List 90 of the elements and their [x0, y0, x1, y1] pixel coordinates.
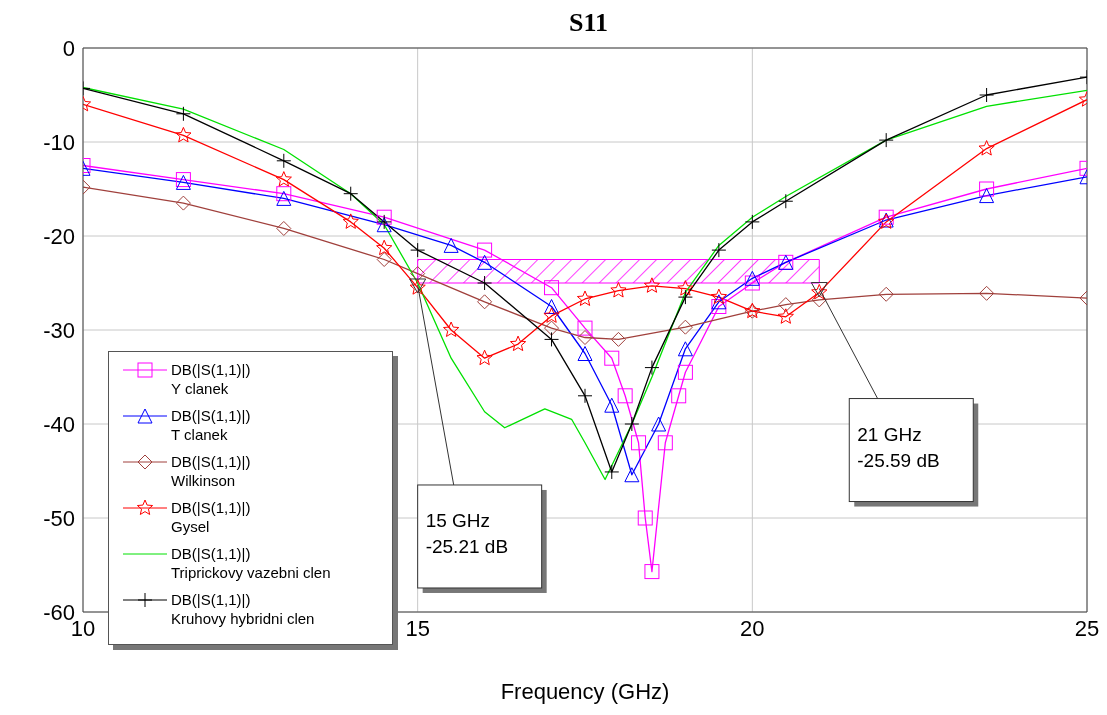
point	[276, 186, 292, 202]
point	[631, 435, 647, 451]
point	[677, 289, 693, 305]
point	[544, 299, 560, 314]
point	[410, 242, 426, 258]
point	[376, 239, 393, 256]
point	[604, 350, 620, 366]
legend-label: DB(|S(1,1)|) Triprickovy vazebni clen	[171, 544, 331, 582]
y-tick-label: -10	[43, 129, 75, 155]
point	[978, 140, 995, 156]
point	[342, 213, 359, 229]
point	[617, 388, 633, 404]
point	[979, 285, 995, 301]
point	[477, 242, 493, 258]
point	[677, 364, 693, 380]
point	[376, 209, 392, 225]
y-tick-label: 0	[62, 35, 75, 61]
point	[644, 564, 660, 580]
x-tick-label: 15	[405, 615, 430, 641]
point	[610, 282, 627, 298]
y-tick-label: -20	[43, 223, 75, 249]
point	[677, 341, 693, 357]
point	[777, 308, 794, 324]
x-axis-title: Frequency (GHz)	[500, 679, 670, 704]
point	[637, 510, 653, 526]
point	[624, 467, 640, 483]
point	[651, 416, 667, 432]
point	[577, 330, 593, 346]
point	[744, 275, 760, 291]
legend-label: DB(|S(1,1)|) Wilkinson	[171, 452, 251, 490]
point	[624, 416, 640, 432]
point	[744, 214, 760, 230]
point	[175, 195, 191, 211]
point	[744, 270, 760, 286]
point	[878, 132, 894, 148]
point	[778, 297, 794, 313]
point	[711, 294, 727, 310]
point	[711, 242, 727, 258]
chart-title: S11	[568, 8, 609, 37]
point	[610, 331, 626, 347]
point	[811, 292, 827, 308]
y-tick-label: -40	[43, 411, 75, 437]
point	[643, 277, 661, 293]
point	[376, 252, 392, 267]
point	[577, 320, 593, 336]
point	[544, 320, 560, 336]
point	[979, 181, 995, 197]
y-tick-label: -50	[43, 505, 75, 531]
point	[677, 319, 693, 335]
point	[710, 288, 727, 305]
point	[443, 237, 459, 253]
legend-label: DB(|S(1,1)|) Gysel	[171, 498, 251, 536]
point	[671, 388, 687, 404]
point	[175, 106, 191, 122]
x-tick-label: 25	[1074, 615, 1100, 641]
point	[677, 280, 694, 296]
point	[979, 188, 995, 204]
point	[276, 190, 292, 206]
point	[644, 360, 660, 376]
point	[175, 126, 192, 143]
point	[343, 186, 359, 202]
x-tick-label: 20	[740, 615, 765, 641]
point	[577, 346, 593, 361]
point	[604, 397, 620, 413]
point	[576, 290, 594, 306]
point	[276, 153, 292, 169]
point	[979, 87, 995, 103]
point	[778, 193, 794, 209]
point	[657, 435, 673, 451]
point	[878, 286, 894, 302]
point	[477, 254, 493, 270]
point	[476, 349, 493, 366]
point	[544, 331, 560, 347]
legend-label: DB(|S(1,1)|) Y clanek	[171, 360, 251, 398]
point	[543, 307, 560, 323]
y-tick-label: -30	[43, 317, 75, 343]
point	[443, 321, 460, 337]
point	[477, 275, 493, 291]
point	[711, 299, 727, 314]
point	[577, 388, 593, 404]
point	[275, 171, 292, 187]
annotation: 15 GHz -25.21 dB	[425, 509, 509, 557]
point	[509, 335, 527, 352]
legend-label: DB(|S(1,1)|) T clanek	[171, 406, 251, 444]
legend-label: DB(|S(1,1)|) Kruhovy hybridni clen	[171, 590, 315, 628]
point	[544, 280, 560, 296]
point	[477, 294, 493, 310]
point	[276, 220, 292, 236]
point	[604, 464, 620, 480]
annotation: 21 GHz -25.59 dB	[857, 423, 940, 471]
